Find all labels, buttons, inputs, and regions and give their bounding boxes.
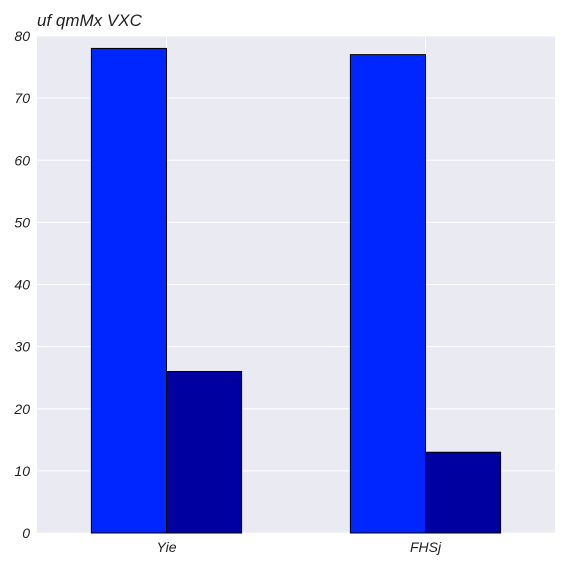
y-tick-label: 10 [14,463,30,479]
chart-title: uf qmMx VXC [37,11,143,30]
y-tick-label: 20 [13,401,30,417]
y-tick-label: 0 [22,525,30,541]
bar-fhsj-series-1 [349,54,427,534]
y-tick-label: 70 [14,90,30,106]
bar-yie-series-2 [166,370,243,534]
y-tick-label: 60 [14,152,30,168]
y-tick-label: 40 [14,277,30,293]
x-tick-label: Yie [157,539,177,555]
bar-yie-series-1 [90,47,167,534]
x-axis-ticks: Yie FHSj [157,539,442,555]
y-tick-label: 30 [14,339,30,355]
bar-fhsj-series-2 [425,451,502,534]
y-tick-label: 80 [14,28,30,44]
y-tick-label: 50 [14,214,30,230]
y-axis-ticks: 0 10 20 30 40 50 60 70 80 [13,28,30,541]
bars [90,47,502,534]
x-tick-label: FHSj [410,539,442,555]
